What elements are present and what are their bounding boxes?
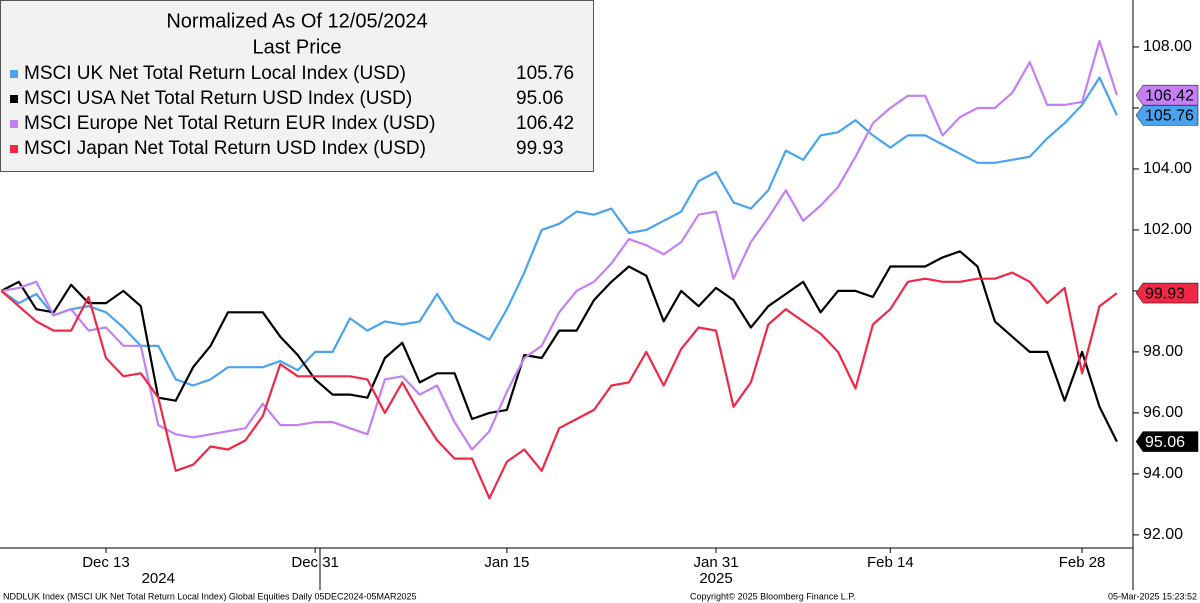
legend-swatch [10, 70, 18, 78]
x-tick-label: Dec 13 [82, 554, 130, 571]
y-tick-label: 98.00 [1143, 343, 1183, 360]
last-value-label: 95.06 [1145, 434, 1185, 451]
y-tick-label: 108.00 [1143, 38, 1192, 55]
footer-left: NDDLUK Index (MSCI UK Net Total Return L… [3, 591, 417, 601]
y-tick-label: 96.00 [1143, 404, 1183, 421]
legend-label: MSCI UK Net Total Return Local Index (US… [24, 63, 406, 84]
last-value-label: 99.93 [1145, 285, 1185, 302]
legend-value: 106.42 [516, 113, 574, 134]
y-tick-label: 92.00 [1143, 526, 1183, 543]
last-value-label: 105.76 [1145, 107, 1194, 124]
y-tick-label: 94.00 [1143, 465, 1183, 482]
legend-title: Normalized As Of 12/05/2024 [166, 10, 427, 32]
last-value-tag [1135, 282, 1199, 304]
last-value-tag [1135, 84, 1199, 106]
x-year-label: 2025 [699, 570, 732, 587]
x-tick-label: Feb 28 [1059, 554, 1106, 571]
series-line [0, 271, 1118, 500]
legend-value: 95.06 [516, 88, 564, 109]
legend-swatch [10, 145, 18, 153]
y-tick-label: 102.00 [1143, 221, 1192, 238]
series-line [0, 250, 1118, 443]
series-line [1, 39, 1118, 451]
legend-swatch [10, 95, 18, 103]
x-year-label: 2024 [142, 570, 175, 587]
x-tick-label: Dec 31 [291, 554, 339, 571]
legend-value: 105.76 [516, 63, 574, 84]
footer-right: 05-Mar-2025 15:23:52 [1108, 591, 1197, 601]
legend-label: MSCI Japan Net Total Return USD Index (U… [24, 138, 426, 159]
x-tick-label: Jan 15 [484, 554, 529, 571]
legend-value: 99.93 [516, 138, 564, 159]
x-tick-label: Feb 14 [867, 554, 914, 571]
legend-subtitle: Last Price [253, 36, 342, 58]
y-tick-label: 104.00 [1143, 160, 1192, 177]
legend-label: MSCI USA Net Total Return USD Index (USD… [24, 88, 412, 109]
legend-label: MSCI Europe Net Total Return EUR Index (… [24, 113, 435, 134]
footer-center: Copyright© 2025 Bloomberg Finance L.P. [690, 591, 856, 601]
legend-swatch [10, 120, 18, 128]
series-line [0, 76, 1118, 387]
last-value-label: 106.42 [1145, 87, 1194, 104]
last-value-tag [1135, 105, 1199, 126]
legend-box [0, 0, 594, 172]
x-tick-label: Jan 31 [694, 554, 739, 571]
last-value-tag [1135, 431, 1199, 452]
